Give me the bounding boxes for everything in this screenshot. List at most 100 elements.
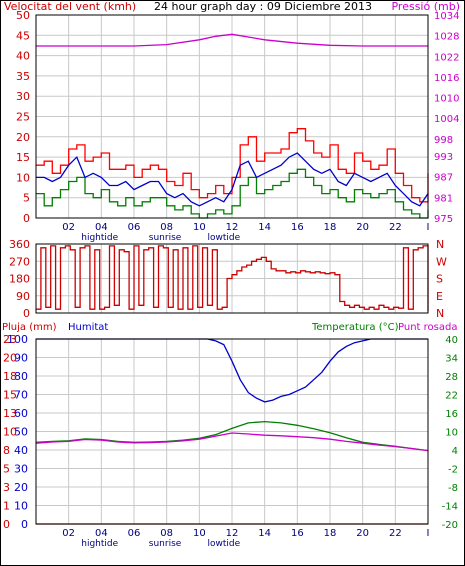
temperature-tick-label: 34: [445, 354, 458, 365]
min-wind-series-line: [36, 168, 429, 219]
gust-series-line: [36, 128, 429, 203]
temperature-tick-label: -2: [448, 465, 458, 476]
hour-tick-label: 20: [356, 528, 369, 539]
temperature-tick-label: 10: [445, 428, 458, 439]
dewpoint-axis-title: Punt rosada: [398, 322, 457, 333]
hour-tick-label: 20: [356, 222, 369, 233]
wind-tick-label: 0: [23, 212, 30, 225]
hour-tick-label: 14: [258, 528, 271, 539]
humidity-tick-label: 100: [7, 333, 28, 346]
compass-label: N: [436, 307, 444, 320]
hour-tick-label: 22: [389, 222, 402, 233]
temperature-tick-label: 16: [445, 409, 458, 420]
hour-tick-label: 18: [324, 222, 337, 233]
pressure-tick-label: 998: [434, 135, 453, 146]
wind-axis-title: Velocitat del vent (kmh): [4, 0, 136, 13]
panel1-series: [36, 33, 429, 219]
hour-tick-label: 12: [226, 222, 239, 233]
hour-tick-label: 12: [226, 528, 239, 539]
wind-tick-label: 15: [16, 151, 30, 164]
panel1-plot-area: [35, 14, 429, 219]
direction-tick-label: 180: [9, 273, 30, 286]
panel2-series: [36, 245, 429, 312]
temperature-tick-label: 22: [445, 391, 458, 402]
event-label-lowtide: lowtide: [208, 233, 241, 243]
humidity-tick-label: 60: [14, 407, 28, 420]
rain-tick-label: 0: [3, 518, 10, 531]
pressure-axis-title: Pressió (mb): [391, 0, 460, 13]
hour-tick-label: 10: [193, 528, 206, 539]
hour-tick-label: 18: [324, 528, 337, 539]
wind-tick-label: 50: [16, 9, 30, 22]
compass-label: W: [436, 255, 447, 268]
humidity-tick-label: 20: [14, 481, 28, 494]
pressure-tick-label: 1010: [434, 94, 459, 105]
pressure-series-line: [36, 33, 428, 47]
hour-tick-label: 06: [128, 528, 141, 539]
temperature-tick-label: -8: [448, 483, 458, 494]
event-label-hightide: hightide: [81, 539, 118, 549]
hour-tick-label: 08: [160, 222, 173, 233]
temperature-tick-label: 28: [445, 372, 458, 383]
temperature-tick-label: 4: [452, 446, 458, 457]
pressure-tick-label: 1016: [434, 73, 459, 84]
pressure-tick-label: 987: [434, 173, 453, 184]
pressure-tick-label: 1004: [434, 114, 459, 125]
pressure-tick-label: 1028: [434, 32, 459, 43]
direction-tick-label: 0: [23, 307, 30, 320]
panel1-right-ticks: 975 981 987 993 998 1004 1010 1016 1022 1028 1034: [434, 11, 459, 225]
pressure-tick-label: 993: [434, 152, 453, 163]
panel2-plot-area: [35, 243, 429, 314]
panel3-right-ticks: -20 -14 -8 -2 4 10 16 22 28 34 40: [442, 335, 458, 531]
hour-tick-label: 02: [62, 528, 75, 539]
event-label-hightide: hightide: [81, 233, 118, 243]
humidity-tick-label: 0: [21, 518, 28, 531]
humidity-tick-label: 90: [14, 352, 28, 365]
hour-tick-label: 06: [128, 222, 141, 233]
hour-tick-label: I: [427, 222, 430, 233]
compass-label: N: [436, 238, 444, 251]
hour-tick-label: 22: [389, 528, 402, 539]
hour-tick-label: 02: [62, 222, 75, 233]
hour-tick-label: I: [427, 528, 430, 539]
pressure-tick-label: 1034: [434, 11, 459, 22]
wind-tick-label: 10: [16, 171, 30, 184]
wind-tick-label: 40: [16, 50, 30, 63]
temperature-tick-label: -20: [442, 520, 458, 531]
wind-tick-label: 25: [16, 111, 30, 124]
humidity-tick-label: 10: [14, 500, 28, 513]
rain-tick-label: 8: [3, 444, 10, 457]
hour-tick-label: 10: [193, 222, 206, 233]
wind-tick-label: 20: [16, 131, 30, 144]
wind-direction-series-line: [36, 245, 429, 312]
rain-tick-label: 23: [3, 333, 17, 346]
rain-tick-label: 5: [3, 463, 10, 476]
event-label-lowtide: lowtide: [208, 539, 241, 549]
direction-tick-label: 270: [9, 255, 30, 268]
hour-tick-label: 16: [291, 222, 304, 233]
compass-label: S: [436, 273, 443, 286]
humidity-tick-label: 50: [14, 426, 28, 439]
wind-tick-label: 35: [16, 70, 30, 83]
wind-tick-label: 45: [16, 29, 30, 42]
hour-tick-label: 14: [258, 222, 271, 233]
panel1-left-ticks: 0 5 10 15 20 25 30 35 40 45 50: [16, 9, 30, 225]
humidity-tick-label: 40: [14, 444, 28, 457]
dewpoint-series-line: [35, 432, 429, 452]
rain-tick-label: 20: [3, 352, 17, 365]
rain-tick-label: 13: [3, 407, 17, 420]
humidity-axis-title: Humitat: [68, 322, 108, 333]
pressure-tick-label: 975: [434, 214, 453, 225]
temperature-tick-label: -14: [442, 502, 458, 513]
humidity-tick-label: 80: [14, 370, 28, 383]
wind-tick-label: 5: [23, 192, 30, 205]
panel3-plot-area: [35, 338, 429, 525]
direction-tick-label: 90: [16, 290, 30, 303]
rain-tick-label: 3: [3, 481, 10, 494]
